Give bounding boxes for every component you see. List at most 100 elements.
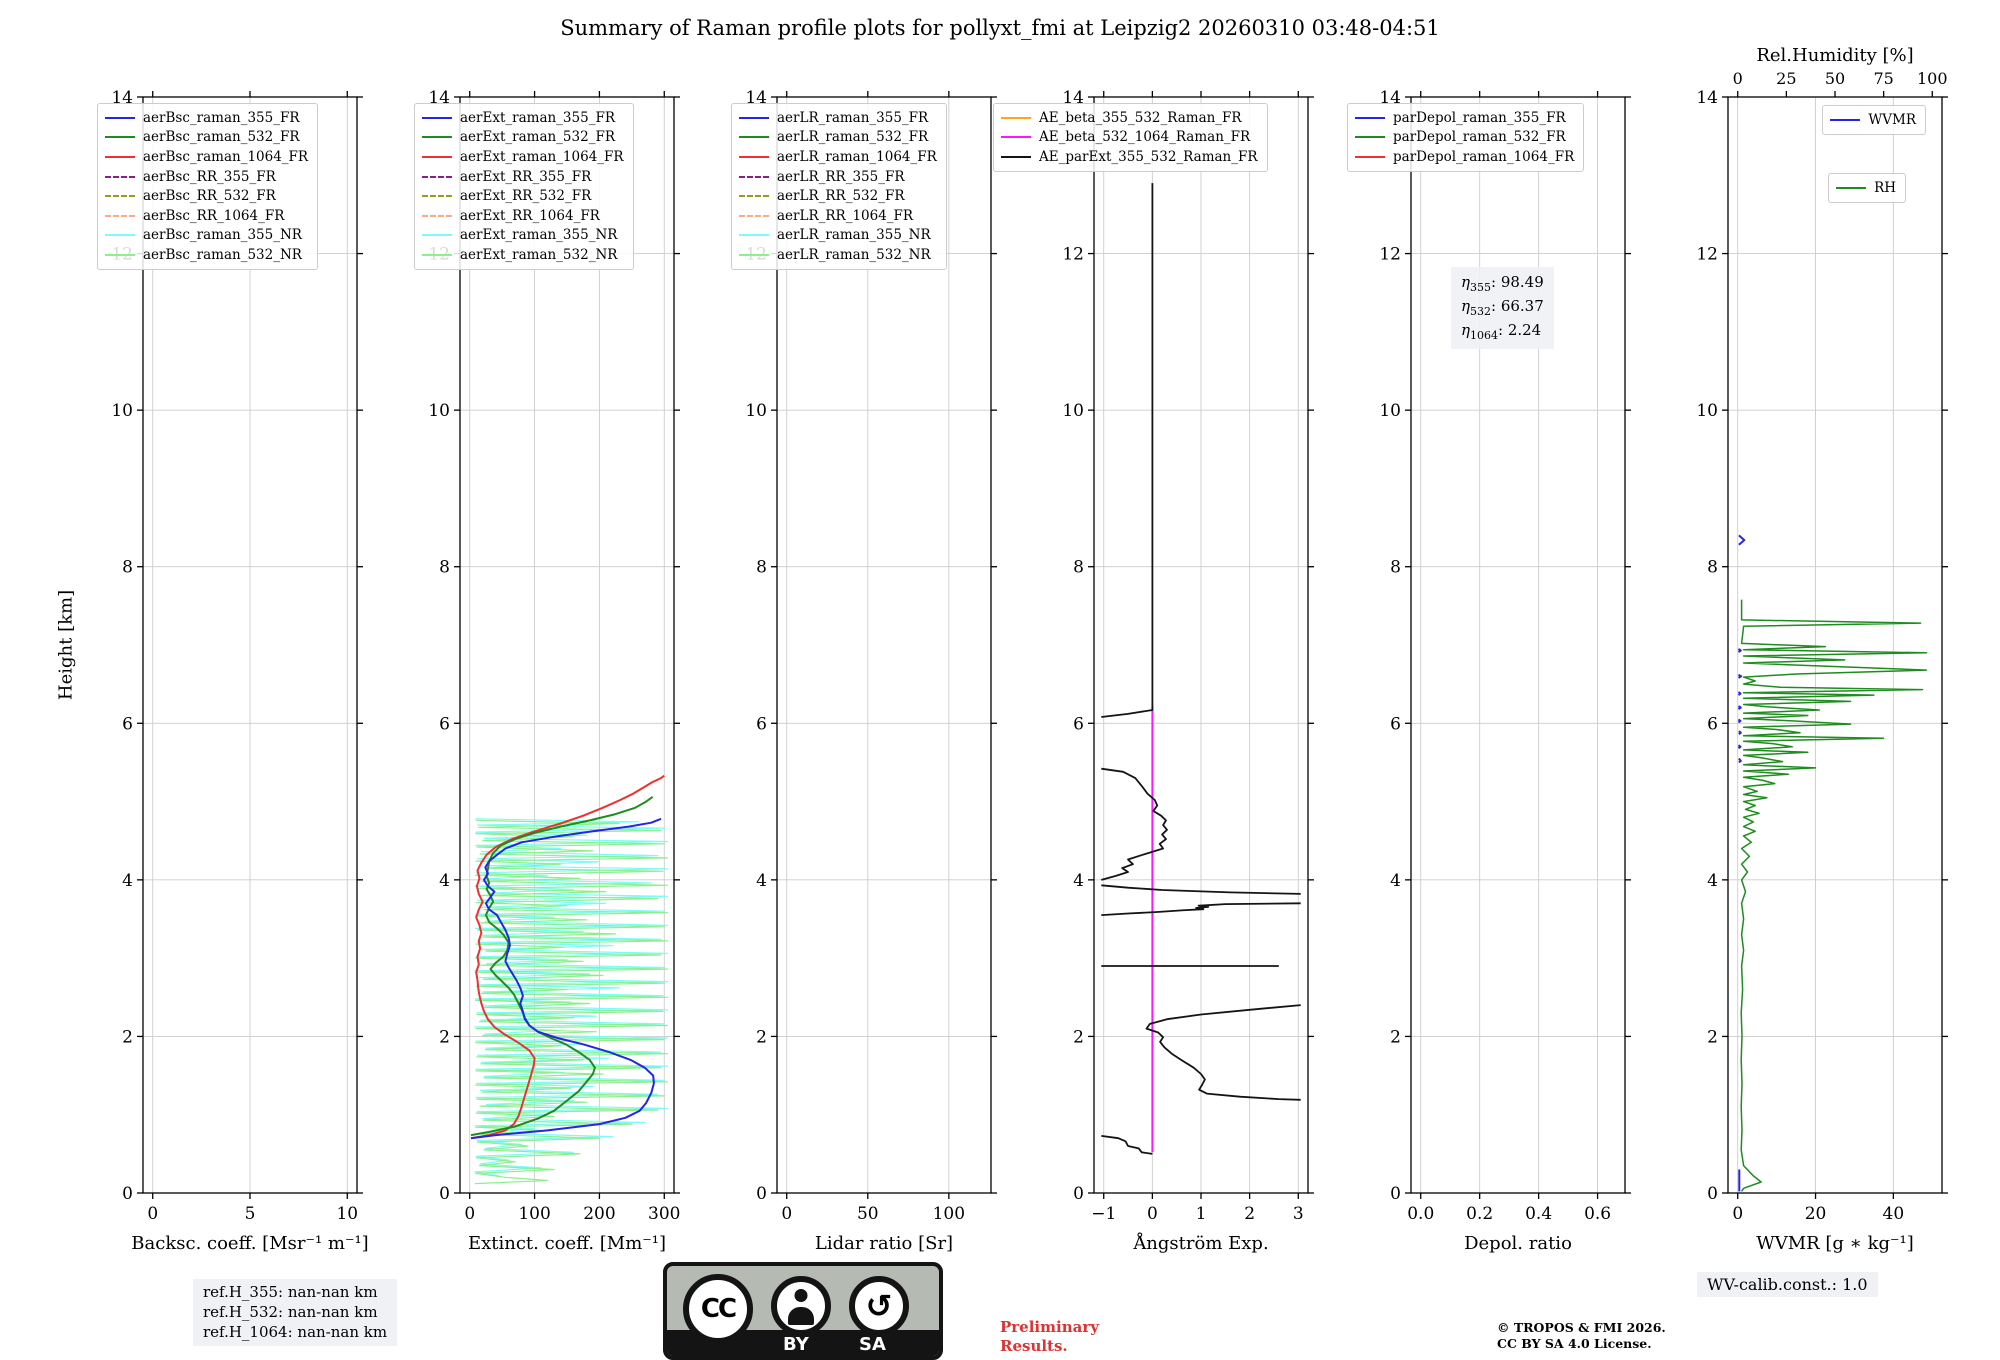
y-tick-label: 12 [1696, 245, 1718, 265]
legend-label: aerBsc_RR_532_FR [143, 188, 276, 205]
reference-height-box: ref.H_355: nan-nan km ref.H_532: nan-nan… [193, 1279, 398, 1347]
legend-label: aerExt_raman_532_NR [460, 246, 618, 263]
legend-item: aerLR_raman_532_NR [739, 245, 937, 265]
legend-label: aerBsc_raman_1064_FR [143, 148, 309, 165]
top-tick-label: 0 [1733, 69, 1743, 88]
cc-by-label: BY [783, 1334, 809, 1355]
series-WVMR [1737, 673, 1743, 679]
y-tick-label: 8 [439, 558, 450, 578]
x-tick-label: 0 [1147, 1204, 1158, 1224]
legend-item: aerBsc_RR_355_FR [105, 167, 308, 187]
series-WVMR [1737, 705, 1742, 711]
series-WVMR [1738, 757, 1742, 764]
legend-item: AE_beta_532_1064_Raman_FR [1001, 128, 1258, 148]
y-tick-label: 8 [122, 558, 133, 578]
x-tick-label: 40 [1883, 1204, 1905, 1224]
x-axis-label-depol: Depol. ratio [1464, 1233, 1572, 1254]
y-tick-label: 4 [439, 871, 450, 891]
legend-label: aerLR_raman_1064_FR [777, 148, 937, 165]
legend-line-sample [422, 175, 452, 178]
legend-wvmr: WVMR [1822, 105, 1926, 135]
x-tick-label: 20 [1805, 1204, 1827, 1224]
plot-wvmr: 0 2 4 6 8 10 12 14 0 20 40 WVMR [g ∗ kg⁻¹] 0 25 50 75 10… [1696, 45, 1948, 1254]
series-AE_parExt_355_532_Raman_FR [1101, 1135, 1153, 1155]
y-tick-label: 8 [1707, 558, 1718, 578]
legend-label: aerBsc_RR_355_FR [143, 168, 276, 185]
ref-h-1064: ref.H_1064: nan-nan km [203, 1322, 388, 1341]
legend-item: aerExt_RR_1064_FR [422, 206, 624, 226]
y-tick-label: 10 [745, 401, 767, 421]
y-tick-label: 6 [1390, 714, 1401, 734]
legend-line-sample [422, 214, 452, 217]
y-tick-label: 10 [111, 401, 133, 421]
legend-line-sample [105, 116, 135, 119]
legend-item: aerExt_raman_355_NR [422, 226, 624, 246]
legend-item: aerLR_RR_532_FR [739, 186, 937, 206]
legend-line-sample [105, 214, 135, 217]
series-AE_parExt_355_532_Raman_FR [1101, 183, 1154, 718]
y-tick-label: 10 [428, 401, 450, 421]
legend-line-sample [105, 195, 135, 198]
y-tick-label: 4 [1073, 871, 1084, 891]
legend-backsc: aerBsc_raman_355_FR aerBsc_raman_532_FR ae… [97, 103, 319, 270]
series-WVMR [1737, 744, 1742, 750]
legend-item: WVMR [1830, 110, 1916, 130]
top-tick-label: 50 [1825, 69, 1845, 88]
legend-label: aerLR_raman_532_FR [777, 129, 929, 146]
series-WVMR [1738, 534, 1746, 546]
attribution-person-icon [771, 1276, 831, 1336]
x-axis-label-wvmr: WVMR [g ∗ kg⁻¹] [1756, 1233, 1914, 1254]
legend-item: aerExt_raman_532_NR [422, 245, 624, 265]
legend-label: aerLR_RR_1064_FR [777, 207, 914, 224]
legend-label: aerLR_RR_532_FR [777, 188, 905, 205]
panel-wvmr: 0 2 4 6 8 10 12 14 0 20 40 WVMR [g ∗ kg⁻¹] 0 25 50 75 10… [1696, 45, 1948, 1254]
legend-line-sample [739, 234, 769, 237]
series-aerExt_raman_355_NR [474, 818, 669, 1177]
legend-line-sample [105, 234, 135, 237]
legend-label: aerBsc_raman_355_FR [143, 109, 300, 126]
legend-line-sample [739, 195, 769, 198]
y-tick-label: 6 [1707, 714, 1718, 734]
y-tick-label: 4 [756, 871, 767, 891]
legend-item: aerBsc_RR_1064_FR [105, 206, 308, 226]
y-tick-label: 12 [1062, 245, 1084, 265]
series-aerExt_raman_532_FR [470, 796, 654, 1137]
y-tick-label: 8 [1390, 558, 1401, 578]
legend-label: aerBsc_raman_532_NR [143, 246, 302, 263]
legend-line-sample [422, 195, 452, 198]
legend-line-sample [1355, 155, 1385, 158]
y-tick-label: 2 [1707, 1027, 1718, 1047]
credit-line1: © TROPOS & FMI 2026. [1497, 1320, 1666, 1335]
legend-item: AE_parExt_355_532_Raman_FR [1001, 147, 1258, 167]
eta-calibration-box: η355: 98.49 η532: 66.37 η1064: 2.24 [1451, 267, 1554, 349]
x-tick-label: 0.4 [1525, 1204, 1552, 1224]
y-tick-label: 4 [122, 871, 133, 891]
legend-depol: parDepol_raman_355_FR parDepol_raman_532_… [1347, 103, 1585, 172]
x-tick-label: 300 [648, 1204, 680, 1224]
x-tick-label: −1 [1091, 1204, 1116, 1224]
legend-lidar-ratio: aerLR_raman_355_FR aerLR_raman_532_FR aerL… [731, 103, 947, 270]
y-tick-label: 6 [439, 714, 450, 734]
legend-label: aerExt_raman_355_NR [460, 227, 618, 244]
y-tick-label: 0 [1073, 1184, 1084, 1204]
y-tick-label: 2 [1390, 1027, 1401, 1047]
cc-sa-label: SA [859, 1334, 886, 1355]
y-tick-label: 0 [122, 1184, 133, 1204]
legend-item: aerExt_RR_532_FR [422, 186, 624, 206]
y-tick-label: 10 [1696, 401, 1718, 421]
legend-line-sample [422, 155, 452, 158]
legend-line-sample [422, 253, 452, 256]
legend-label: aerExt_raman_355_FR [460, 109, 615, 126]
legend-label: aerLR_RR_355_FR [777, 168, 905, 185]
x-axis-label-angstrom: Ångström Exp. [1132, 1232, 1268, 1254]
legend-item: aerLR_raman_355_NR [739, 226, 937, 246]
y-tick-label: 12 [1379, 245, 1401, 265]
legend-item: aerExt_raman_1064_FR [422, 147, 624, 167]
panel-lidar-ratio: 02468101214050100Lidar ratio [Sr]aerLR_r… [731, 88, 997, 1254]
y-tick-label: 8 [756, 558, 767, 578]
preliminary-results-note: Preliminary Results. [1000, 1318, 1099, 1356]
cc-icon: CC [683, 1274, 753, 1344]
preliminary-line1: Preliminary [1000, 1318, 1099, 1336]
legend-item: aerBsc_raman_532_FR [105, 128, 308, 148]
